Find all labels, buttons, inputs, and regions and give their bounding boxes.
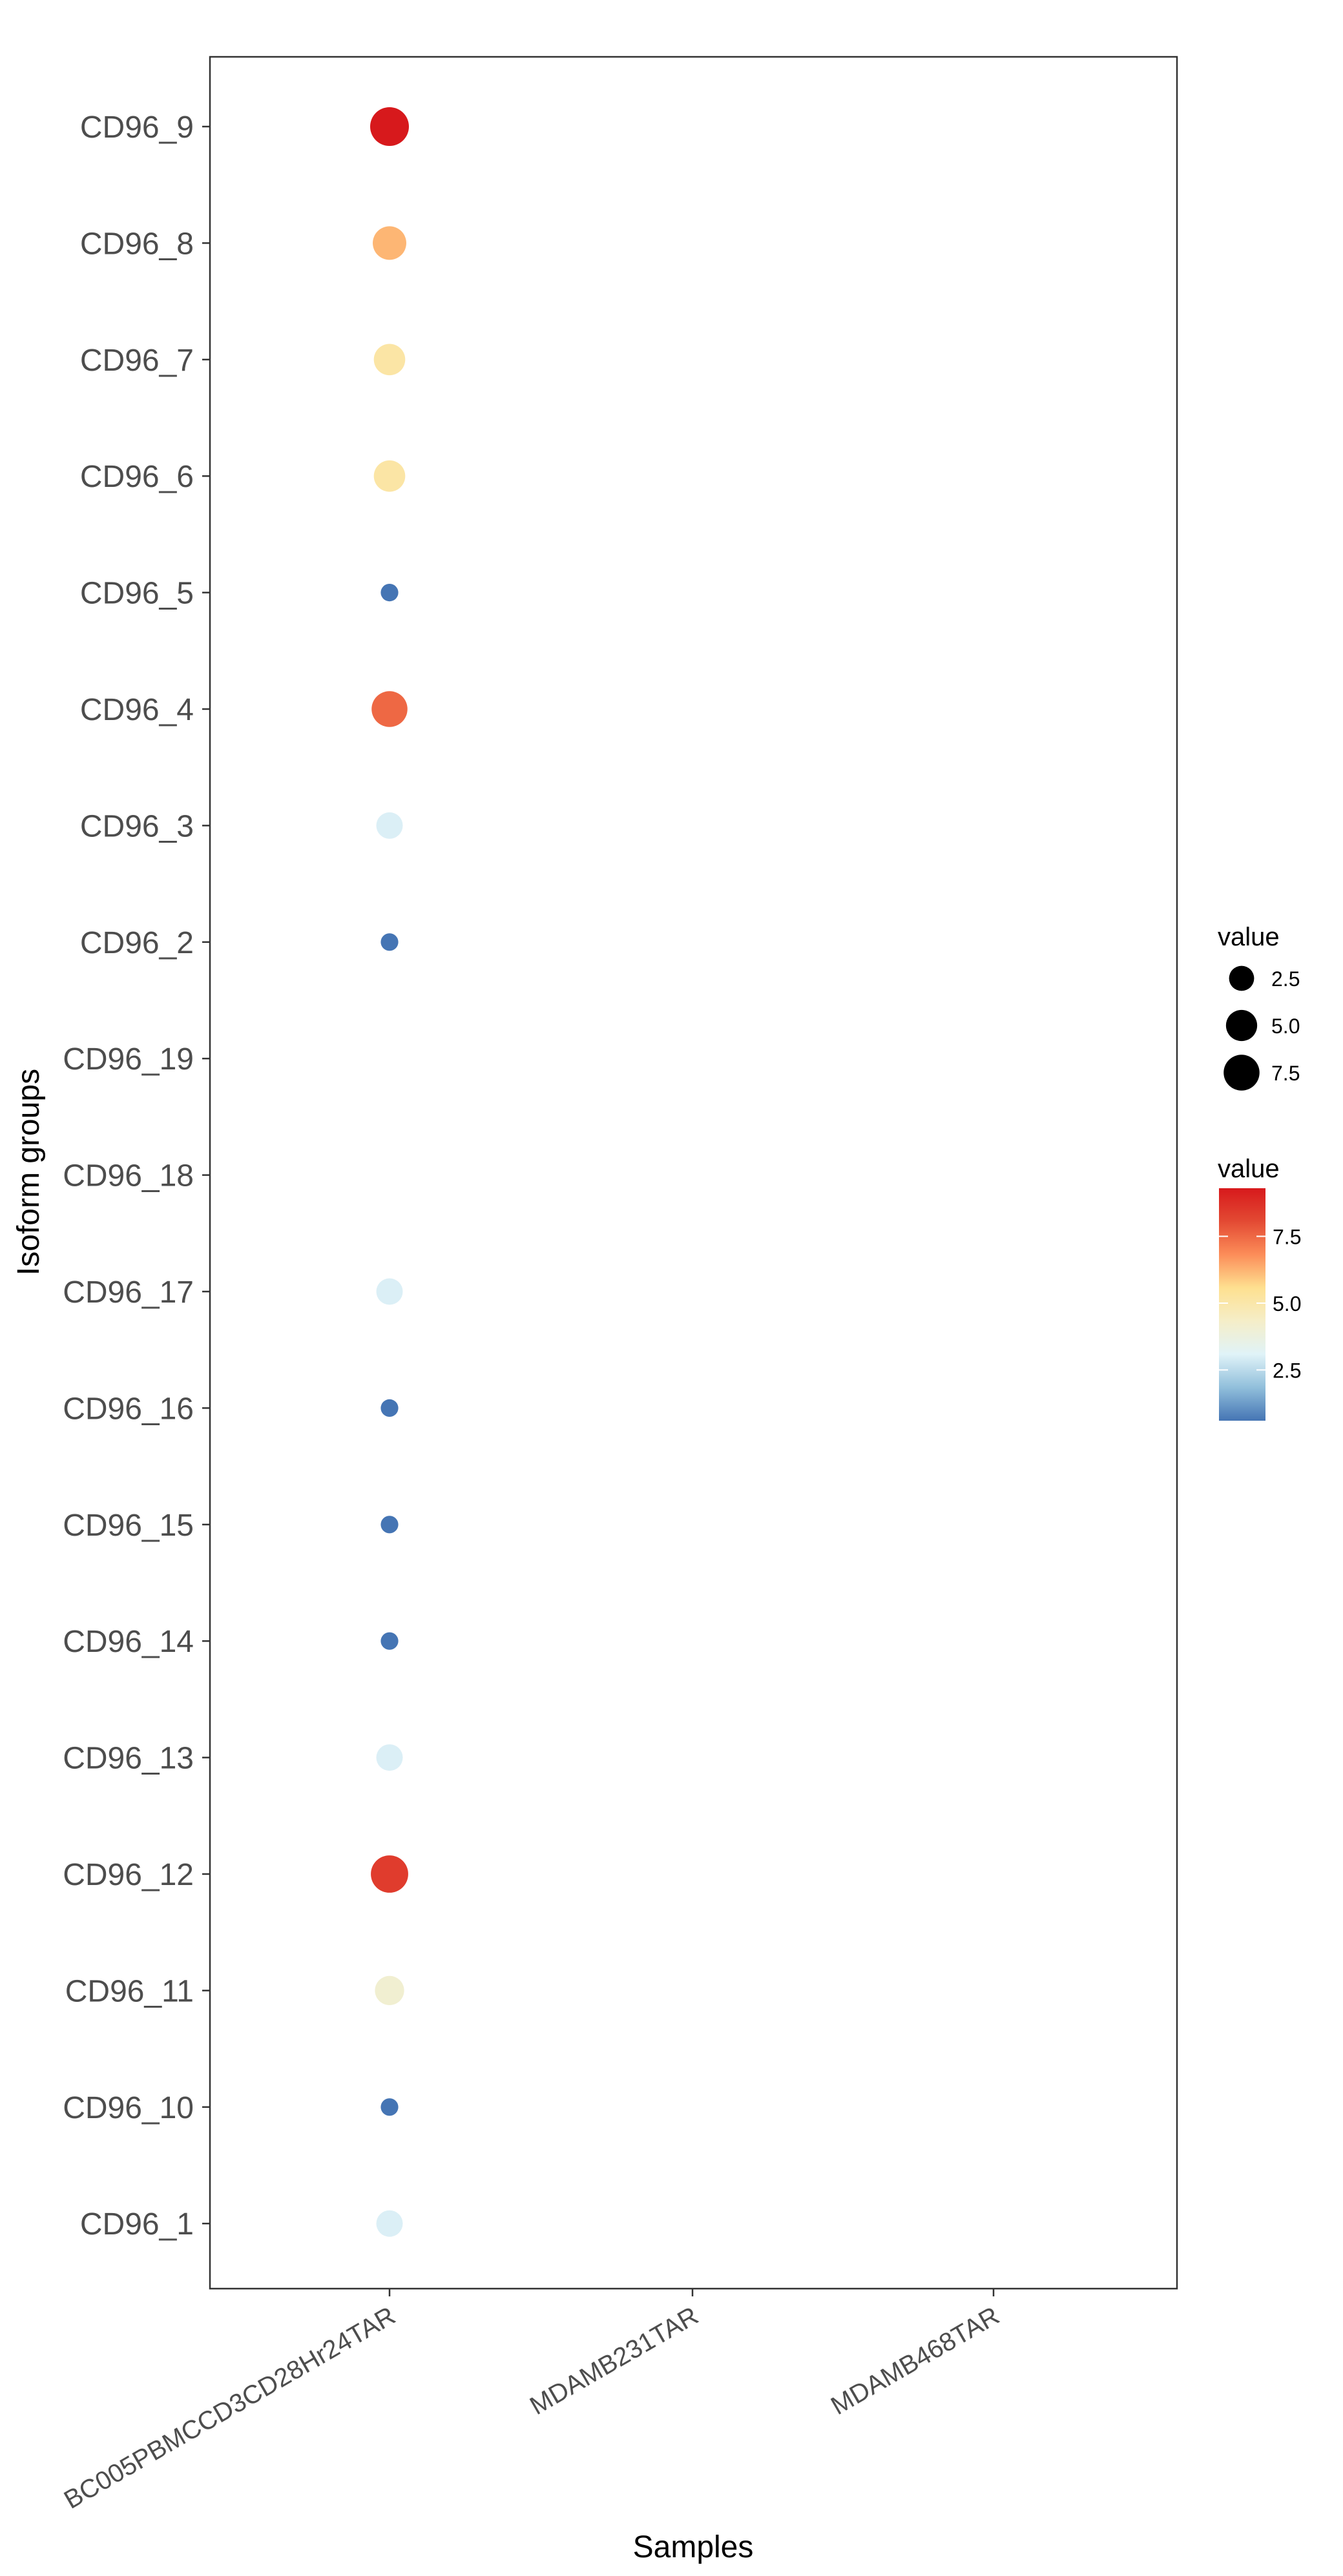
data-point — [376, 1278, 403, 1305]
y-tick-label: CD96_7 — [80, 344, 194, 378]
y-tick-label: CD96_3 — [80, 809, 194, 843]
data-point — [371, 691, 408, 727]
size-legend-key — [1223, 1055, 1260, 1091]
data-point — [376, 1744, 403, 1771]
data-point — [370, 107, 409, 146]
y-axis-title: Isoform groups — [12, 1069, 46, 1275]
y-tick-label: CD96_12 — [63, 1858, 194, 1892]
y-tick-label: CD96_1 — [80, 2207, 194, 2241]
y-tick-label: CD96_16 — [63, 1392, 194, 1426]
y-axis: CD96_9 CD96_8 CD96_7 CD96_6 CD96_5 CD96_4 CD96… — [63, 110, 210, 2241]
colorbar — [1219, 1188, 1265, 1421]
data-point — [373, 226, 406, 260]
x-tick-label: BC005PBMCCD3CD28Hr24TAR — [59, 2302, 401, 2515]
data-point — [371, 1855, 408, 1893]
data-point — [380, 1399, 399, 1417]
size-legend-label: 7.5 — [1271, 1062, 1300, 1085]
data-point — [380, 933, 399, 951]
data-point — [376, 2210, 403, 2237]
data-point — [373, 460, 406, 492]
y-tick-label: CD96_9 — [80, 110, 194, 145]
y-tick-label: CD96_13 — [63, 1742, 194, 1776]
data-points — [370, 107, 409, 2237]
y-tick-label: CD96_8 — [80, 227, 194, 261]
data-point — [373, 344, 406, 376]
size-legend-key — [1225, 1009, 1258, 1042]
data-point — [380, 1632, 399, 1650]
y-tick-label: CD96_15 — [63, 1509, 194, 1543]
y-tick-label: CD96_10 — [63, 2091, 194, 2125]
data-point — [375, 1975, 404, 2006]
data-point — [376, 812, 403, 839]
x-axis: BC005PBMCCD3CD28Hr24TAR MDAMB231TAR MDAMB4… — [59, 2289, 1005, 2515]
x-tick-label: MDAMB231TAR — [525, 2302, 703, 2420]
y-tick-label: CD96_2 — [80, 926, 194, 960]
size-legend-title: value — [1218, 923, 1280, 951]
data-point — [380, 1516, 399, 1534]
color-legend-label: 2.5 — [1273, 1359, 1301, 1382]
x-tick-label: MDAMB468TAR — [826, 2302, 1004, 2420]
y-tick-label: CD96_5 — [80, 577, 194, 611]
color-legend-title: value — [1218, 1155, 1280, 1183]
data-point — [380, 2098, 399, 2116]
size-legend-label: 2.5 — [1271, 967, 1300, 991]
x-axis-title: Samples — [633, 2530, 754, 2564]
color-legend-label: 7.5 — [1273, 1225, 1301, 1248]
y-tick-label: CD96_18 — [63, 1159, 194, 1193]
y-tick-label: CD96_4 — [80, 693, 194, 727]
color-legend-label: 5.0 — [1273, 1292, 1301, 1315]
size-legend-key — [1229, 965, 1255, 991]
y-tick-label: CD96_14 — [63, 1625, 194, 1659]
y-tick-label: CD96_17 — [63, 1275, 194, 1310]
plot-panel — [209, 56, 1178, 2290]
y-tick-label: CD96_11 — [65, 1974, 194, 2008]
size-legend: value 2.5 5.0 7.5 — [1218, 923, 1300, 1091]
y-tick-label: CD96_6 — [80, 460, 194, 494]
size-legend-label: 5.0 — [1271, 1015, 1300, 1038]
data-point — [380, 584, 399, 602]
y-tick-label: CD96_19 — [63, 1042, 194, 1077]
color-legend: value 2.5 5.0 7.5 — [1218, 1155, 1301, 1421]
